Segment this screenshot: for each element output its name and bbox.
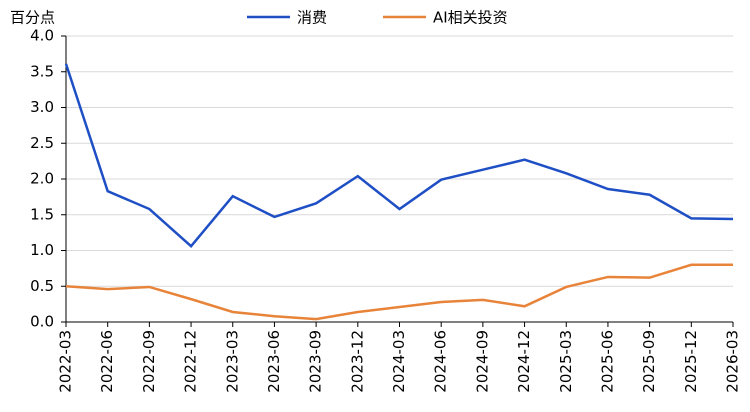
x-tick-label: 2022-03	[57, 330, 75, 393]
x-tick-label: 2023-06	[265, 330, 283, 393]
series-line	[64, 63, 734, 249]
y-tick-label: 4.0	[30, 27, 54, 45]
y-tick-label: 2.5	[30, 134, 54, 152]
x-tick-label: 2023-09	[307, 330, 325, 393]
y-tick-label: 3.5	[30, 62, 54, 80]
y-tick-label: 1.5	[30, 205, 54, 223]
y-unit-label: 百分点	[10, 9, 55, 27]
x-tick-label: 2024-09	[473, 330, 491, 393]
x-tick-label: 2023-03	[223, 330, 241, 393]
x-tick-label: 2024-12	[515, 330, 533, 393]
y-tick-label: 0.0	[30, 313, 54, 331]
series-line	[65, 263, 733, 321]
y-tick-label: 1.0	[30, 241, 54, 259]
x-tick-label: 2025-12	[682, 330, 700, 393]
legend-label: AI相关投资	[433, 9, 508, 27]
y-tick-label: 2.0	[30, 170, 54, 188]
x-tick-label: 2024-06	[432, 330, 450, 393]
legend-label: 消费	[297, 9, 327, 27]
x-tick-label: 2026-03	[724, 330, 742, 393]
x-tick-label: 2022-09	[140, 330, 158, 393]
x-tick-label: 2025-03	[557, 330, 575, 393]
x-tick-label: 2023-12	[348, 330, 366, 393]
x-tick-label: 2022-06	[98, 330, 116, 393]
y-tick-label: 3.0	[30, 98, 54, 116]
x-tick-label: 2024-03	[390, 330, 408, 393]
x-tick-label: 2022-12	[182, 330, 200, 393]
x-tick-label: 2025-09	[640, 330, 658, 393]
y-tick-label: 0.5	[30, 277, 54, 295]
x-tick-label: 2025-06	[598, 330, 616, 393]
